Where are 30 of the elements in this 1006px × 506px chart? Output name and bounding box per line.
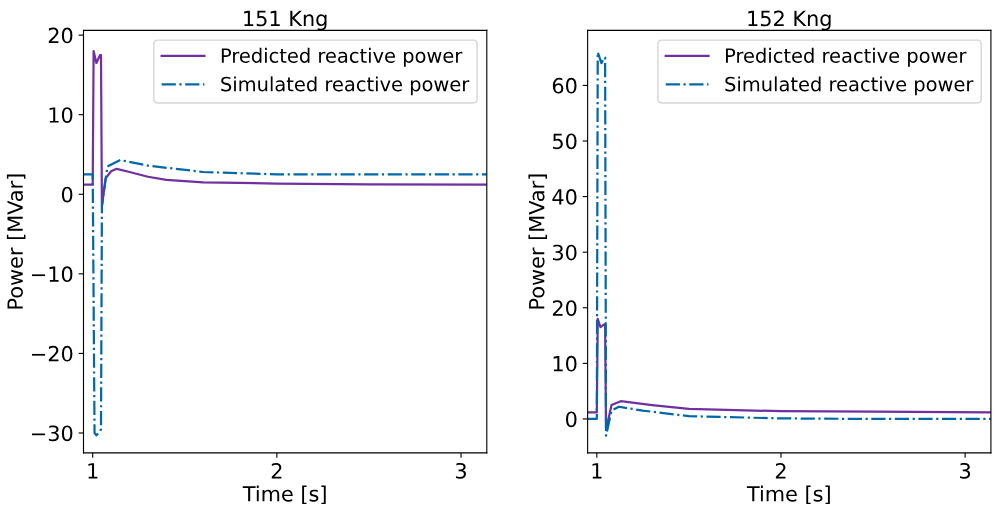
chart-title: 151 Kng: [244, 10, 327, 31]
y-tick-label: −20: [32, 345, 73, 362]
x-tick-label: 1: [88, 463, 98, 479]
legend-label: Simulated reactive power: [725, 76, 974, 96]
y-tick-label: 60: [552, 77, 577, 94]
y-tick-label: 10: [553, 355, 577, 372]
x-tick-label: 2: [775, 462, 786, 479]
line-series: [83, 158, 487, 437]
legend-label: Predicted reactive power: [221, 47, 463, 67]
y-tick-label: 10: [49, 107, 73, 123]
y-tick-label: 40: [552, 189, 577, 205]
y-axis-title: Power [MVar]: [528, 174, 548, 309]
y-tick-label: 20: [48, 27, 73, 44]
x-tick-label: 3: [455, 462, 466, 479]
chart-title: 152 Kng: [748, 10, 831, 31]
y-tick-label: −10: [32, 266, 73, 283]
y-tick-label: 20: [552, 300, 577, 316]
y-tick-label: 0: [61, 186, 73, 203]
x-tick-label: 1: [592, 463, 602, 479]
y-tick-label: 30: [552, 244, 577, 261]
y-tick-label: 50: [552, 133, 577, 150]
legend-label: Simulated reactive power: [221, 76, 470, 96]
y-tick-label: −30: [32, 425, 73, 442]
x-tick-label: 2: [271, 462, 282, 479]
y-tick-label: 0: [566, 411, 577, 428]
x-axis-title: Time [s]: [746, 485, 830, 505]
x-axis-title: Time [s]: [242, 485, 326, 505]
legend-label: Predicted reactive power: [725, 47, 967, 67]
x-tick-label: 3: [960, 462, 971, 479]
y-axis-title: Power [MVar]: [6, 174, 26, 309]
